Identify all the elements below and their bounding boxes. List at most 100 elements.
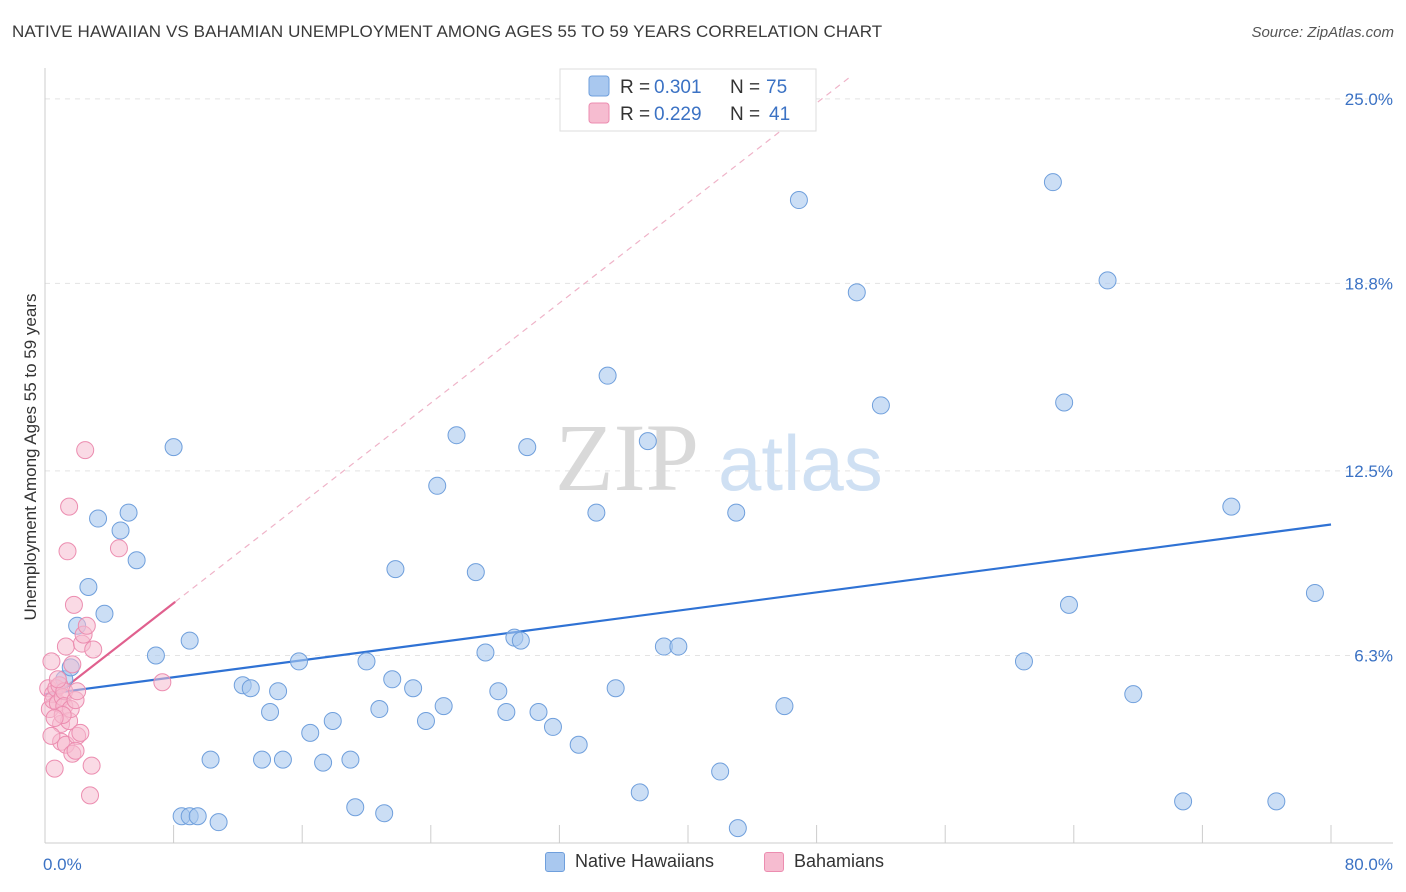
point-native-hawaiians-57: [727, 503, 746, 522]
point-native-hawaiians-65: [1055, 393, 1074, 412]
legend-item-bahamians[interactable]: Bahamians: [764, 851, 884, 872]
point-native-hawaiians-23: [289, 652, 308, 671]
legend-n-value-2: 41: [769, 104, 790, 125]
chart-title: NATIVE HAWAIIAN VS BAHAMIAN UNEMPLOYMENT…: [12, 22, 883, 41]
point-bahamians-31: [81, 786, 100, 805]
legend-r-label-2: R =: [620, 104, 650, 125]
watermark-zip: ZIP: [555, 404, 699, 511]
point-native-hawaiians-4: [89, 509, 108, 528]
point-bahamians-18: [60, 497, 79, 516]
legend-label-bahamians: Bahamians: [794, 851, 885, 871]
point-native-hawaiians-56: [711, 762, 730, 781]
point-native-hawaiians-53: [638, 432, 657, 451]
point-native-hawaiians-32: [383, 670, 402, 689]
point-native-hawaiians-49: [587, 503, 606, 522]
point-native-hawaiians-46: [529, 703, 548, 722]
point-bahamians-33: [84, 640, 103, 659]
point-native-hawaiians-37: [434, 697, 453, 716]
legend-n-label-1: N =: [730, 77, 760, 98]
legend-swatch-blue: [588, 75, 610, 97]
x-tick-labels: 0.0% 80.0%: [43, 855, 1393, 874]
point-bahamians-38: [42, 726, 61, 745]
point-native-hawaiians-44: [511, 631, 530, 650]
point-bahamians-40: [45, 708, 64, 727]
point-native-hawaiians-13: [188, 807, 207, 826]
point-native-hawaiians-7: [119, 503, 138, 522]
point-native-hawaiians-61: [847, 283, 866, 302]
data-points: [39, 173, 1324, 838]
gridlines: [45, 98, 1393, 656]
legend-swatch-bahamians: [764, 851, 784, 872]
point-native-hawaiians-45: [518, 438, 537, 457]
point-bahamians-39: [66, 741, 85, 760]
y-tick-label-0: 6.3%: [1354, 646, 1393, 665]
point-native-hawaiians-5: [95, 604, 114, 623]
legend-item-native-hawaiians[interactable]: Native Hawaiians: [545, 851, 714, 872]
point-native-hawaiians-48: [569, 735, 588, 754]
legend-n-label-2: N =: [730, 104, 760, 125]
point-bahamians-29: [76, 441, 95, 460]
legend-swatch-pink: [588, 102, 610, 124]
point-native-hawaiians-70: [1222, 497, 1241, 516]
point-bahamians-34: [48, 670, 67, 689]
point-native-hawaiians-64: [1043, 173, 1062, 192]
point-native-hawaiians-60: [789, 191, 808, 210]
point-native-hawaiians-39: [466, 563, 485, 582]
point-bahamians-22: [64, 595, 83, 614]
point-native-hawaiians-27: [341, 750, 360, 769]
point-native-hawaiians-67: [1098, 271, 1117, 290]
point-native-hawaiians-36: [428, 476, 447, 495]
point-native-hawaiians-31: [375, 804, 394, 823]
point-native-hawaiians-8: [127, 551, 146, 570]
watermark-atlas: atlas: [718, 419, 883, 507]
source-label: Source: ZipAtlas.com: [1251, 24, 1394, 41]
point-native-hawaiians-33: [386, 560, 405, 579]
point-bahamians-20: [63, 655, 82, 674]
point-native-hawaiians-14: [180, 631, 199, 650]
point-native-hawaiians-62: [871, 396, 890, 415]
point-native-hawaiians-58: [728, 819, 747, 838]
point-native-hawaiians-59: [775, 697, 794, 716]
point-native-hawaiians-42: [497, 703, 516, 722]
point-native-hawaiians-50: [598, 366, 617, 385]
point-bahamians-16: [58, 542, 77, 561]
point-native-hawaiians-69: [1174, 792, 1193, 811]
y-tick-label-2: 18.8%: [1345, 274, 1393, 293]
point-bahamians-15: [56, 637, 75, 656]
point-native-hawaiians-40: [476, 643, 495, 662]
trend-line-bahamians-extended: [44, 77, 850, 704]
point-bahamians-32: [82, 756, 101, 775]
trend-line-native-hawaiians: [44, 523, 1332, 696]
y-tick-labels: 6.3% 12.5% 18.8% 25.0%: [1345, 90, 1393, 666]
point-native-hawaiians-71: [1267, 792, 1286, 811]
point-native-hawaiians-47: [543, 717, 562, 736]
point-bahamians-37: [153, 673, 172, 692]
point-bahamians-36: [109, 539, 128, 558]
point-native-hawaiians-35: [416, 711, 435, 730]
x-tick-label-1: 80.0%: [1345, 855, 1393, 874]
y-tick-label-1: 12.5%: [1345, 462, 1393, 481]
point-native-hawaiians-55: [669, 637, 688, 656]
point-bahamians-24: [68, 682, 87, 701]
legend-label-native-hawaiians: Native Hawaiians: [575, 851, 715, 871]
point-native-hawaiians-41: [489, 682, 508, 701]
legend-r-value-1: 0.301: [654, 77, 702, 98]
point-native-hawaiians-29: [357, 652, 376, 671]
point-native-hawaiians-3: [79, 578, 98, 597]
point-native-hawaiians-25: [314, 753, 333, 772]
legend-r-value-2: 0.229: [654, 104, 702, 125]
point-native-hawaiians-15: [201, 750, 220, 769]
point-native-hawaiians-51: [606, 679, 625, 698]
x-tick-label-0: 0.0%: [43, 855, 82, 874]
point-native-hawaiians-63: [1014, 652, 1033, 671]
point-bahamians-30: [77, 616, 96, 635]
point-native-hawaiians-52: [630, 783, 649, 802]
point-native-hawaiians-16: [209, 813, 228, 832]
point-native-hawaiians-38: [447, 426, 466, 445]
point-native-hawaiians-66: [1059, 595, 1078, 614]
y-axis-label: Unemployment Among Ages 55 to 59 years: [21, 294, 40, 621]
point-native-hawaiians-34: [404, 679, 423, 698]
point-native-hawaiians-30: [370, 700, 389, 719]
point-native-hawaiians-19: [253, 750, 272, 769]
